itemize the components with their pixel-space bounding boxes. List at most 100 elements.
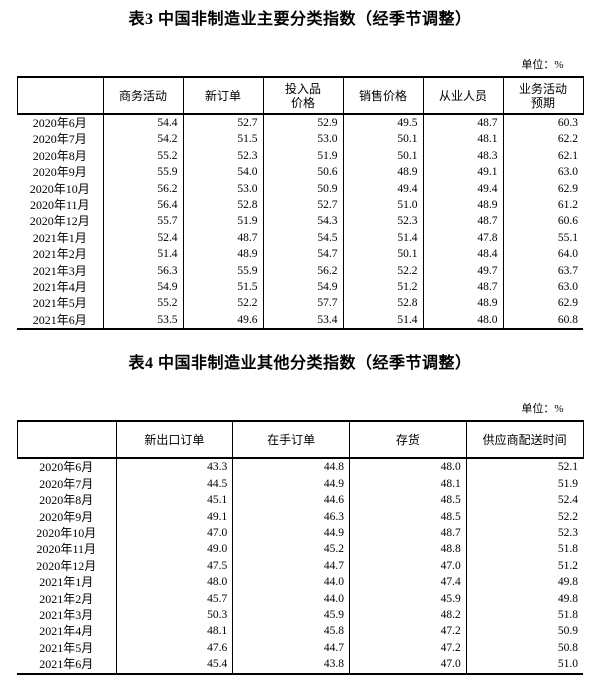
row-label: 2020年7月 bbox=[32, 132, 87, 147]
value-cell: 60.8 bbox=[502, 311, 583, 331]
value-cell: 47.0 bbox=[349, 557, 467, 575]
row-label: 2020年8月 bbox=[39, 493, 94, 508]
value-cell: 52.2 bbox=[182, 295, 263, 312]
value-cell: 54.9 bbox=[262, 279, 343, 296]
value-cell: 53.0 bbox=[182, 180, 263, 198]
value-cell: 54.7 bbox=[262, 246, 343, 263]
value-cell: 51.4 bbox=[342, 229, 423, 247]
value-cell: 43.8 bbox=[232, 656, 350, 675]
value-cell: 60.3 bbox=[502, 114, 583, 132]
table-row: 2021年5月 55.2 52.2 57.7 52.8 48.9 62.9 bbox=[17, 295, 583, 312]
value-cell: 48.7 bbox=[422, 114, 503, 132]
table-row: 2021年4月 54.9 51.5 54.9 51.2 48.7 63.0 bbox=[17, 279, 583, 296]
table3-header: 商务活动 新订单 投入品 价格 销售价格 从业人员 业务活动 预期 bbox=[16, 76, 584, 115]
value-cell: 45.1 bbox=[115, 492, 233, 509]
value-cell: 48.2 bbox=[349, 606, 467, 624]
value-cell: 44.6 bbox=[232, 492, 350, 509]
value-cell: 51.0 bbox=[342, 197, 423, 214]
value-cell: 52.7 bbox=[262, 197, 343, 214]
value-cell: 47.8 bbox=[422, 229, 503, 247]
value-cell: 44.0 bbox=[232, 574, 350, 591]
value-cell: 48.7 bbox=[349, 524, 467, 542]
table4-header: 新出口订单 在手订单 存货 供应商配送时间 bbox=[16, 420, 584, 460]
value-cell: 52.2 bbox=[465, 508, 583, 525]
value-cell: 49.0 bbox=[115, 541, 233, 558]
value-cell: 52.2 bbox=[342, 262, 423, 280]
value-cell: 51.2 bbox=[342, 279, 423, 296]
value-cell: 50.9 bbox=[465, 623, 583, 640]
value-cell: 51.8 bbox=[465, 541, 583, 558]
value-cell: 55.9 bbox=[182, 262, 263, 280]
value-cell: 44.9 bbox=[232, 475, 350, 493]
value-cell: 56.4 bbox=[102, 197, 183, 214]
value-cell: 54.5 bbox=[262, 229, 343, 247]
table-row: 2020年12月 55.7 51.9 54.3 52.3 48.7 60.6 bbox=[17, 213, 583, 230]
value-cell: 48.0 bbox=[422, 311, 503, 331]
value-cell: 56.3 bbox=[102, 262, 183, 280]
table-row: 2021年1月 52.4 48.7 54.5 51.4 47.8 55.1 bbox=[17, 229, 583, 247]
column-header: 新出口订单 bbox=[115, 420, 234, 460]
value-cell: 43.3 bbox=[115, 458, 233, 476]
value-cell: 52.9 bbox=[262, 114, 343, 132]
value-cell: 52.8 bbox=[182, 197, 263, 214]
value-cell: 52.4 bbox=[465, 492, 583, 509]
value-cell: 54.9 bbox=[102, 279, 183, 296]
table-row: 2021年6月 45.4 43.8 47.0 51.0 bbox=[17, 656, 583, 675]
value-cell: 52.3 bbox=[342, 213, 423, 230]
value-cell: 48.8 bbox=[349, 541, 467, 558]
table-row: 2020年9月 55.9 54.0 50.6 48.9 49.1 63.0 bbox=[17, 164, 583, 181]
corner-cell bbox=[16, 420, 117, 460]
table-row: 2021年1月 48.0 44.0 47.4 49.8 bbox=[17, 574, 583, 591]
row-label: 2021年5月 bbox=[32, 296, 87, 311]
table-row: 2020年9月 49.1 46.3 48.5 52.2 bbox=[17, 508, 583, 525]
value-cell: 56.2 bbox=[262, 262, 343, 280]
header-row: 新出口订单 在手订单 存货 供应商配送时间 bbox=[16, 420, 584, 460]
value-cell: 48.4 bbox=[422, 246, 503, 263]
table-row: 2020年10月 56.2 53.0 50.9 49.4 49.4 62.9 bbox=[17, 180, 583, 198]
value-cell: 55.1 bbox=[502, 229, 583, 247]
value-cell: 48.9 bbox=[422, 197, 503, 214]
row-label: 2021年2月 bbox=[32, 247, 87, 262]
value-cell: 49.1 bbox=[422, 164, 503, 181]
value-cell: 44.8 bbox=[232, 458, 350, 476]
value-cell: 48.9 bbox=[342, 164, 423, 181]
table-row: 2020年11月 49.0 45.2 48.8 51.8 bbox=[17, 541, 583, 558]
row-label: 2021年1月 bbox=[39, 575, 94, 590]
value-cell: 62.9 bbox=[502, 180, 583, 198]
value-cell: 61.2 bbox=[502, 197, 583, 214]
table-row: 2021年2月 45.7 44.0 45.9 49.8 bbox=[17, 590, 583, 607]
row-label: 2020年6月 bbox=[32, 116, 87, 130]
value-cell: 46.3 bbox=[232, 508, 350, 525]
table-row: 2020年6月 43.3 44.8 48.0 52.1 bbox=[17, 458, 583, 476]
table3-body: 2020年6月 54.4 52.7 52.9 49.5 48.7 60.3 2020年7月 54… bbox=[17, 114, 583, 331]
value-cell: 49.4 bbox=[342, 180, 423, 198]
table-row: 2021年6月 53.5 49.6 53.4 51.4 48.0 60.8 bbox=[17, 311, 583, 331]
row-label: 2020年10月 bbox=[29, 181, 90, 196]
value-cell: 57.7 bbox=[262, 295, 343, 312]
value-cell: 47.4 bbox=[349, 574, 467, 591]
table-row: 2020年11月 56.4 52.8 52.7 51.0 48.9 61.2 bbox=[17, 197, 583, 214]
row-label: 2021年5月 bbox=[39, 640, 94, 655]
header-row: 商务活动 新订单 投入品 价格 销售价格 从业人员 业务活动 预期 bbox=[16, 76, 584, 115]
row-label: 2021年4月 bbox=[32, 280, 87, 295]
value-cell: 45.2 bbox=[232, 541, 350, 558]
value-cell: 44.7 bbox=[232, 557, 350, 575]
row-label: 2021年2月 bbox=[39, 591, 94, 606]
value-cell: 51.5 bbox=[182, 279, 263, 296]
value-cell: 51.9 bbox=[262, 147, 343, 165]
table-row: 2020年8月 45.1 44.6 48.5 52.4 bbox=[17, 492, 583, 509]
value-cell: 44.9 bbox=[232, 524, 350, 542]
row-label: 2021年6月 bbox=[17, 311, 103, 331]
value-cell: 55.9 bbox=[102, 164, 183, 181]
row-label: 2021年6月 bbox=[17, 656, 116, 675]
value-cell: 50.1 bbox=[342, 131, 423, 148]
value-cell: 52.1 bbox=[465, 458, 583, 476]
value-cell: 52.3 bbox=[182, 147, 263, 165]
value-cell: 49.8 bbox=[465, 574, 583, 591]
row-label: 2020年11月 bbox=[36, 542, 97, 557]
table-row: 2020年7月 54.2 51.5 53.0 50.1 48.1 62.2 bbox=[17, 131, 583, 148]
value-cell: 55.2 bbox=[102, 295, 183, 312]
value-cell: 55.2 bbox=[102, 147, 183, 165]
table-row: 2020年10月 47.0 44.9 48.7 52.3 bbox=[17, 524, 583, 542]
column-header: 供应商配送时间 bbox=[465, 420, 584, 460]
